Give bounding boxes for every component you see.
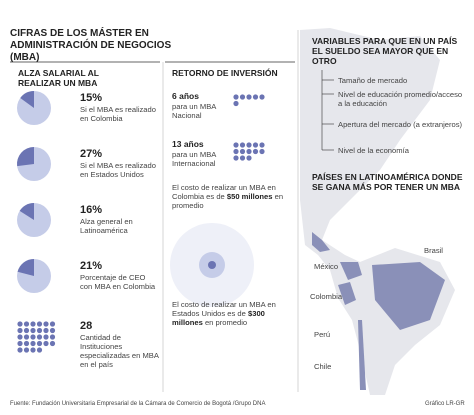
roi-dot: [252, 148, 259, 155]
count-dot: [49, 340, 56, 347]
section-title: VARIABLES PARA QUE EN UN PAÍS EL SUELDO …: [312, 36, 458, 66]
count-dot: [43, 321, 49, 327]
pie-text: Si el MBA es realizado en Colombia: [80, 105, 156, 123]
cost-bold: $300 millones: [172, 309, 265, 327]
roi-dot: [252, 142, 259, 148]
roi-dot: [233, 155, 239, 161]
cost-pre: El costo de realizar un MBA en Estados U…: [172, 300, 276, 318]
pct: 15%: [80, 92, 103, 104]
roi-dot: [259, 94, 265, 100]
count-text: Cantidad de Instituciones especializadas…: [80, 333, 159, 369]
roi-dot: [259, 142, 265, 148]
pie-text: Porcentaje de CEO con MBA en Colombia: [80, 273, 156, 291]
roi-dot: [239, 94, 246, 100]
count-dot: [36, 327, 43, 334]
variable: Nivel de educación promedio/acceso a la …: [338, 90, 463, 108]
roi-text: para un MBA Nacional: [172, 102, 216, 120]
roi-value: 6 años: [172, 91, 199, 101]
pie-text: Alza general en Latinoamérica: [80, 217, 133, 235]
count-dot: [49, 334, 56, 340]
roi-dot: [233, 148, 239, 155]
source: Fuente: Fundación Universitaria Empresar…: [10, 401, 266, 407]
country-label: Perú: [314, 330, 331, 339]
roi-dot: [233, 142, 239, 148]
cost-pre: El costo de realizar un MBA en Colombia …: [172, 183, 276, 201]
roi-dot: [239, 142, 246, 148]
section-title: RETORNO DE INVERSIÓN: [172, 68, 278, 78]
count-dot: [43, 334, 49, 340]
roi-value: 13 años: [172, 139, 204, 149]
count-dot: [36, 347, 43, 353]
count-dot: [49, 327, 56, 334]
count-dot: [43, 340, 49, 347]
pie-wedge: [17, 259, 34, 276]
count-dot: [43, 327, 49, 334]
count-dot: [49, 321, 56, 327]
section-title: ALZA SALARIAL AL REALIZAR UN MBA: [18, 68, 99, 88]
count-dot: [36, 340, 43, 347]
roi-dot: [246, 148, 252, 155]
count-dot: [30, 321, 36, 327]
pie-wedge: [20, 91, 34, 108]
cost-bold: $50 millones: [226, 192, 273, 201]
roi-dot: [239, 148, 246, 155]
count-dot: [36, 334, 43, 340]
count-dot: [36, 321, 43, 327]
cost: El costo de realizar un MBA en Estados U…: [172, 300, 290, 327]
count: 28: [80, 320, 93, 332]
count-dot: [23, 347, 30, 353]
count-dot: [17, 340, 23, 347]
variable: Apertura del mercado (a extranjeros): [338, 120, 463, 129]
roi-dot: [246, 155, 252, 161]
cost: El costo de realizar un MBA en Colombia …: [172, 183, 290, 210]
roi-dot: [233, 100, 239, 107]
count-dot: [30, 334, 36, 340]
roi-dot: [252, 94, 259, 100]
count-dot: [23, 334, 30, 340]
count-dot: [23, 340, 30, 347]
roi-dot: [259, 148, 265, 155]
country-label: México: [314, 262, 339, 271]
roi-dot: [246, 142, 252, 148]
map-brasil: [372, 262, 445, 330]
country-label: Colombia: [310, 292, 343, 301]
pie-wedge: [19, 203, 34, 220]
map-mexico: [312, 232, 330, 252]
count-dot: [17, 347, 23, 353]
cost-post: en promedio: [204, 318, 248, 327]
pie-wedge: [16, 147, 34, 167]
country-label: Chile: [314, 362, 332, 371]
credit: Gráfico LR-GR: [425, 401, 465, 407]
cost-post: en promedio: [172, 192, 284, 210]
title: CIFRAS DE LOS MÁSTER EN ADMINISTRACIÓN D…: [10, 28, 172, 63]
count-dot: [30, 327, 36, 334]
count-dot: [30, 340, 36, 347]
roi-dot: [239, 155, 246, 161]
map-chile: [358, 320, 366, 390]
count-dot: [23, 321, 30, 327]
roi-dot: [233, 94, 239, 100]
count-dot: [17, 334, 23, 340]
pct: 21%: [80, 260, 103, 272]
cost-circle: [208, 261, 216, 269]
roi-text: para un MBA Internacional: [172, 150, 216, 168]
map-colombia: [340, 262, 362, 280]
variable: Tamaño de mercado: [338, 76, 408, 85]
section-title: PAÍSES EN LATINOAMÉRICA DONDE SE GANA MÁ…: [312, 172, 463, 192]
count-dot: [30, 347, 36, 353]
count-dot: [17, 321, 23, 327]
roi-dot: [246, 94, 252, 100]
pct: 27%: [80, 148, 103, 160]
pie-text: Si el MBA es realizado en Estados Unidos: [80, 161, 156, 179]
variable: Nivel de la economía: [338, 146, 409, 155]
country-label: Brasil: [424, 246, 443, 255]
count-dot: [23, 327, 30, 334]
map-peru: [338, 282, 356, 305]
pct: 16%: [80, 204, 103, 216]
count-dot: [17, 327, 23, 334]
